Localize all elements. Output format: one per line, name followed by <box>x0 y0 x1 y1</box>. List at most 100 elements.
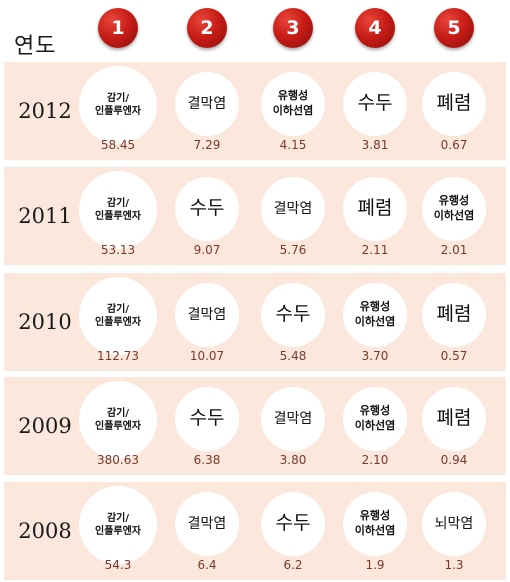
disease-name: 폐렴 <box>357 197 393 220</box>
disease-name: 결막염 <box>273 200 313 217</box>
disease-name: 유행성 이하선염 <box>433 194 475 222</box>
disease-cell: 수두 6.2 <box>248 482 338 580</box>
rank-badge-5: 5 <box>434 8 474 48</box>
disease-name: 뇌막염 <box>434 515 474 532</box>
disease-name: 수두 <box>275 303 311 326</box>
disease-value: 1.9 <box>365 558 385 572</box>
disease-value: 53.13 <box>100 243 136 257</box>
year-label: 2012 <box>18 99 72 123</box>
disease-value: 0.57 <box>440 349 468 363</box>
disease-name: 수두 <box>189 407 225 430</box>
year-row: 2012 감기/ 인플루엔자 58.45 결막염 7.29 유행성 이하선염 4.15 수두 3… <box>4 62 506 160</box>
disease-cell: 감기/ 인플루엔자 112.73 <box>73 273 163 371</box>
disease-cell: 유행성 이하선염 1.9 <box>330 482 420 580</box>
disease-value: 54.3 <box>104 558 132 572</box>
disease-cell: 수두 3.81 <box>330 62 420 160</box>
disease-cell: 뇌막염 1.3 <box>409 482 499 580</box>
disease-cell: 유행성 이하선염 2.10 <box>330 377 420 475</box>
disease-circle: 결막염 <box>175 72 239 136</box>
disease-circle: 결막염 <box>261 387 325 451</box>
disease-circle: 폐렴 <box>343 177 407 241</box>
disease-value: 5.48 <box>279 349 307 363</box>
disease-name: 결막염 <box>187 515 227 532</box>
disease-value: 1.3 <box>444 558 464 572</box>
disease-value: 58.45 <box>100 138 136 152</box>
disease-name: 유행성 이하선염 <box>272 89 314 117</box>
disease-name: 감기/ 인플루엔자 <box>95 303 141 329</box>
disease-value: 9.07 <box>193 243 221 257</box>
year-label: 2010 <box>18 310 72 334</box>
disease-cell: 폐렴 0.57 <box>409 273 499 371</box>
disease-circle: 감기/ 인플루엔자 <box>79 486 157 564</box>
disease-cell: 수두 5.48 <box>248 273 338 371</box>
disease-circle: 수두 <box>175 177 239 241</box>
disease-value: 6.38 <box>193 453 221 467</box>
disease-cell: 폐렴 0.67 <box>409 62 499 160</box>
disease-value: 3.70 <box>361 349 389 363</box>
disease-circle: 유행성 이하선염 <box>422 177 486 241</box>
disease-cell: 유행성 이하선염 3.70 <box>330 273 420 371</box>
disease-circle: 유행성 이하선염 <box>343 492 407 556</box>
disease-circle: 폐렴 <box>422 387 486 451</box>
disease-value: 4.15 <box>279 138 307 152</box>
disease-name: 유행성 이하선염 <box>354 300 396 328</box>
disease-circle: 뇌막염 <box>422 492 486 556</box>
disease-value: 3.81 <box>361 138 389 152</box>
disease-cell: 감기/ 인플루엔자 54.3 <box>73 482 163 580</box>
disease-name: 결막염 <box>273 410 313 427</box>
year-label: 2011 <box>18 204 72 228</box>
disease-circle: 유행성 이하선염 <box>261 72 325 136</box>
disease-cell: 결막염 3.80 <box>248 377 338 475</box>
disease-circle: 수두 <box>343 72 407 136</box>
disease-circle: 폐렴 <box>422 283 486 347</box>
disease-circle: 유행성 이하선염 <box>343 283 407 347</box>
disease-cell: 수두 9.07 <box>162 167 252 265</box>
disease-cell: 감기/ 인플루엔자 58.45 <box>73 62 163 160</box>
disease-circle: 결막염 <box>261 177 325 241</box>
disease-circle: 수두 <box>261 492 325 556</box>
disease-name: 유행성 이하선염 <box>354 509 396 537</box>
disease-name: 폐렴 <box>436 92 472 115</box>
disease-circle: 유행성 이하선염 <box>343 387 407 451</box>
disease-circle: 감기/ 인플루엔자 <box>79 277 157 355</box>
year-row: 2009 감기/ 인플루엔자 380.63 수두 6.38 결막염 3.80 유행성 이하선염… <box>4 377 506 475</box>
disease-name: 감기/ 인플루엔자 <box>95 92 141 118</box>
year-row: 2008 감기/ 인플루엔자 54.3 결막염 6.4 수두 6.2 유행성 이하선염 1.9 뇌… <box>4 482 506 580</box>
disease-value: 112.73 <box>97 349 139 363</box>
disease-value: 2.10 <box>361 453 389 467</box>
disease-name: 수두 <box>275 512 311 535</box>
disease-name: 결막염 <box>187 306 227 323</box>
disease-cell: 폐렴 0.94 <box>409 377 499 475</box>
disease-circle: 결막염 <box>175 492 239 556</box>
year-label: 2008 <box>18 519 72 543</box>
disease-name: 폐렴 <box>436 407 472 430</box>
disease-value: 10.07 <box>189 349 225 363</box>
disease-name: 감기/ 인플루엔자 <box>95 197 141 223</box>
disease-circle: 감기/ 인플루엔자 <box>79 171 157 249</box>
disease-name: 수두 <box>189 197 225 220</box>
disease-value: 2.11 <box>361 243 389 257</box>
disease-cell: 결막염 6.4 <box>162 482 252 580</box>
disease-cell: 수두 6.38 <box>162 377 252 475</box>
disease-cell: 감기/ 인플루엔자 380.63 <box>73 377 163 475</box>
rank-badge-3: 3 <box>273 8 313 48</box>
disease-name: 결막염 <box>187 95 227 112</box>
disease-name: 유행성 이하선염 <box>354 404 396 432</box>
disease-name: 폐렴 <box>436 303 472 326</box>
disease-circle: 폐렴 <box>422 72 486 136</box>
disease-value: 6.2 <box>283 558 303 572</box>
disease-name: 수두 <box>357 92 393 115</box>
disease-circle: 감기/ 인플루엔자 <box>79 66 157 144</box>
disease-cell: 결막염 5.76 <box>248 167 338 265</box>
rank-badge-1: 1 <box>98 8 138 48</box>
disease-value: 5.76 <box>279 243 307 257</box>
year-label: 2009 <box>18 414 72 438</box>
disease-value: 0.67 <box>440 138 468 152</box>
year-row: 2011 감기/ 인플루엔자 53.13 수두 9.07 결막염 5.76 폐렴 2.11 유행성… <box>4 167 506 265</box>
disease-value: 3.80 <box>279 453 307 467</box>
disease-cell: 유행성 이하선염 2.01 <box>409 167 499 265</box>
disease-circle: 결막염 <box>175 283 239 347</box>
disease-circle: 감기/ 인플루엔자 <box>79 381 157 459</box>
disease-circle: 수두 <box>175 387 239 451</box>
disease-cell: 결막염 10.07 <box>162 273 252 371</box>
